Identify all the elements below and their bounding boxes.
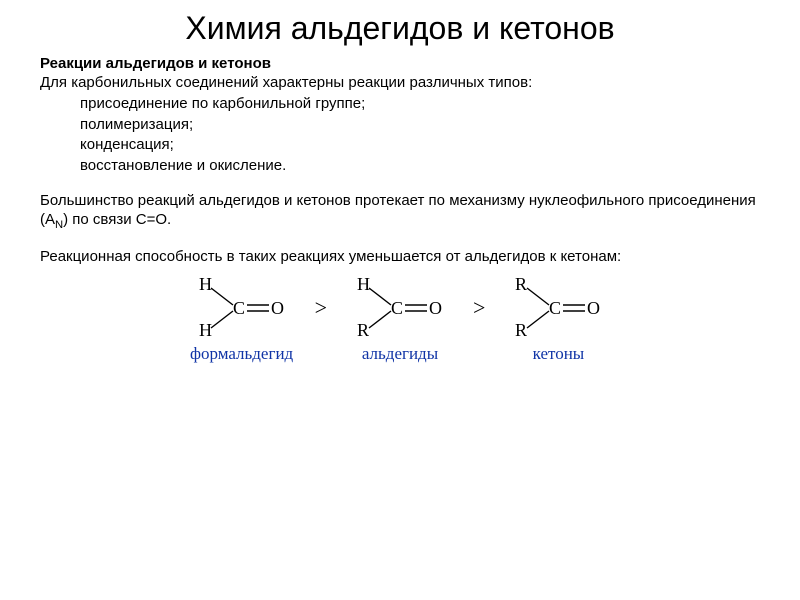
molecule-formaldehyde: H H C O формальдегид: [187, 272, 297, 364]
svg-text:C: C: [233, 298, 245, 318]
ketone-structure-icon: R R C O: [503, 272, 613, 342]
aldehyde-structure-icon: H R C O: [345, 272, 455, 342]
svg-text:O: O: [429, 298, 442, 318]
formaldehyde-label: формальдегид: [190, 344, 293, 364]
svg-text:R: R: [357, 320, 369, 340]
spacer: [40, 178, 760, 192]
mechanism-paragraph: Большинство реакций альдегидов и кетонов…: [40, 192, 760, 232]
bullet-3: конденсация;: [40, 136, 760, 155]
svg-text:H: H: [357, 274, 370, 294]
slide: Химия альдегидов и кетонов Реакции альде…: [0, 0, 800, 600]
bullet-4: восстановление и окисление.: [40, 157, 760, 176]
svg-text:O: O: [271, 298, 284, 318]
bullet-2: полимеризация;: [40, 116, 760, 135]
greater-than-sign: >: [473, 295, 485, 341]
svg-text:C: C: [549, 298, 561, 318]
mechanism-sub: N: [55, 219, 63, 231]
svg-text:R: R: [515, 274, 527, 294]
bullet-1: присоединение по карбонильной группе;: [40, 95, 760, 114]
svg-text:O: O: [587, 298, 600, 318]
svg-text:H: H: [199, 320, 212, 340]
slide-title: Химия альдегидов и кетонов: [40, 10, 760, 47]
spacer: [40, 234, 760, 248]
greater-than-sign: >: [315, 295, 327, 341]
reactivity-paragraph: Реакционная способность в таких реакциях…: [40, 248, 760, 267]
ketone-label: кетоны: [533, 344, 585, 364]
svg-text:C: C: [391, 298, 403, 318]
molecule-ketone: R R C O кетоны: [503, 272, 613, 364]
aldehyde-label: альдегиды: [362, 344, 438, 364]
molecule-aldehyde: H R C O альдегиды: [345, 272, 455, 364]
mechanism-text-b: ) по связи C=O.: [63, 211, 171, 228]
svg-text:R: R: [515, 320, 527, 340]
subheading: Реакции альдегидов и кетонов: [40, 55, 760, 72]
formaldehyde-structure-icon: H H C O: [187, 272, 297, 342]
intro-paragraph: Для карбонильных соединений характерны р…: [40, 74, 760, 93]
reactivity-order-diagram: H H C O формальдегид > H R: [40, 272, 760, 364]
svg-text:H: H: [199, 274, 212, 294]
